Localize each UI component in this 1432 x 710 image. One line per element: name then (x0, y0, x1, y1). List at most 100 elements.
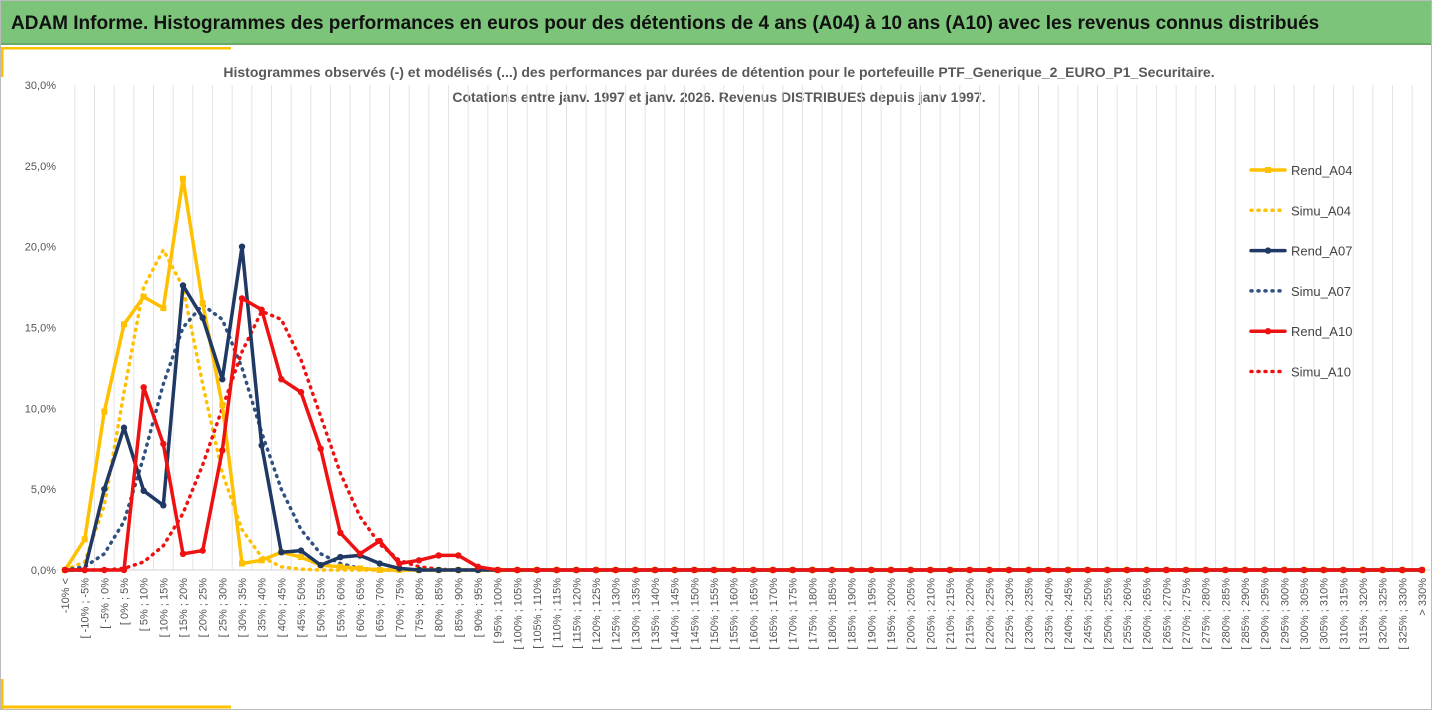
y-tick-label: 5,0% (31, 484, 56, 496)
x-tick-label: [ 160% ; 165% (748, 578, 760, 650)
data-point (140, 384, 147, 391)
data-point (160, 440, 167, 448)
x-tick-label: [ 35% ; 40% (257, 578, 269, 638)
data-point (357, 565, 363, 572)
data-point (396, 565, 403, 572)
data-point (1123, 566, 1131, 574)
x-tick-label: [ 150% ; 155% (709, 578, 721, 650)
x-tick-label: [ 165% ; 170% (768, 578, 780, 650)
data-point (199, 300, 206, 307)
x-tick-label: [ 15% ; 20% (178, 578, 190, 638)
x-tick-label: [ -10% ; -5% (80, 578, 92, 639)
data-point (1005, 566, 1013, 574)
data-point (258, 306, 265, 313)
data-point (868, 566, 875, 574)
x-tick-label: [ 45% ; 50% (296, 578, 308, 638)
x-tick-label: [ 290% ; 295% (1260, 578, 1272, 650)
data-point (337, 553, 344, 561)
x-tick-label: [ 65% ; 70% (375, 578, 387, 638)
x-tick-label: [ 10% ; 15% (158, 578, 170, 638)
data-point (494, 566, 501, 574)
data-point (1222, 566, 1229, 574)
chart-title: Histogrammes observés (-) et modélisés (… (223, 64, 1214, 80)
data-point (455, 552, 462, 559)
x-tick-label: [ 155% ; 160% (729, 578, 741, 650)
x-tick-label: [ 285% ; 290% (1240, 578, 1252, 650)
x-tick-label: [ 70% ; 75% (394, 578, 406, 638)
y-tick-label: 30,0% (25, 80, 56, 92)
x-tick-label: [ 270% ; 275% (1181, 578, 1193, 650)
x-tick-label: [ 175% ; 180% (807, 578, 819, 650)
data-point (179, 282, 187, 289)
data-point (1261, 566, 1268, 574)
data-point (573, 566, 580, 574)
data-point (356, 550, 364, 558)
data-point (986, 566, 993, 574)
x-tick-label: [ 115% ; 120% (571, 578, 583, 649)
chart: Histogrammes observés (-) et modélisés (… (1, 47, 1430, 709)
data-point (1379, 566, 1386, 574)
data-point (199, 547, 206, 554)
data-point (710, 566, 718, 574)
data-point (1281, 566, 1288, 574)
x-tick-label: [ 260% ; 265% (1142, 578, 1154, 650)
y-tick-label: 20,0% (25, 242, 56, 254)
data-point (160, 502, 167, 509)
data-point (592, 566, 600, 574)
data-point (101, 566, 108, 574)
x-tick-label: [ 180% ; 185% (827, 578, 839, 650)
legend-label: Rend_A07 (1291, 244, 1352, 259)
data-point (1084, 566, 1091, 574)
data-point (297, 547, 305, 554)
x-tick-label: [ 230% ; 235% (1024, 578, 1036, 650)
data-point (887, 566, 895, 574)
y-tick-label: 10,0% (25, 403, 56, 415)
legend-label: Rend_A04 (1291, 163, 1352, 178)
x-tick-label: [ 245% ; 250% (1083, 578, 1095, 650)
x-tick-label: [ 50% ; 55% (316, 578, 328, 638)
x-tick-label: [ 30% ; 35% (237, 578, 249, 638)
y-tick-label: 0,0% (31, 565, 56, 577)
data-point (415, 566, 423, 574)
x-tick-label: [ 95% ; 100% (493, 578, 505, 644)
x-tick-label: [ 40% ; 45% (276, 578, 288, 638)
data-point (81, 566, 88, 574)
x-tick-label: [ 0% ; 5% (119, 578, 131, 625)
data-point (553, 566, 560, 574)
data-point (160, 305, 167, 312)
legend-label: Simu_A04 (1291, 203, 1351, 218)
x-tick-label: [ 215% ; 220% (965, 578, 977, 650)
data-point (376, 567, 383, 573)
data-point (1064, 566, 1072, 574)
data-point (120, 424, 128, 431)
x-tick-label: [ 220% ; 225% (984, 578, 996, 650)
data-point (455, 566, 462, 574)
x-tick-label: [ 315% ; 320% (1358, 578, 1370, 650)
data-point (1359, 566, 1367, 574)
data-point (317, 561, 324, 569)
chart-subtitle: Cotations entre janv. 1997 et janv. 2026… (452, 89, 985, 105)
x-tick-label: [ 310% ; 315% (1338, 578, 1350, 650)
data-point (121, 321, 127, 328)
data-point (1320, 566, 1327, 574)
data-point (1045, 566, 1052, 574)
x-tick-label: [ 305% ; 310% (1319, 578, 1331, 650)
data-point (278, 376, 285, 383)
y-tick-label: 15,0% (25, 323, 56, 335)
x-tick-label: [ 295% ; 300% (1279, 578, 1291, 650)
data-point (179, 550, 187, 558)
x-tick-label: [ 110% ; 115% (552, 578, 564, 648)
data-point (1300, 566, 1308, 574)
x-tick-label: [ 125% ; 130% (611, 578, 623, 650)
data-point (435, 552, 442, 559)
x-tick-label: [ 5% ; 10% (139, 578, 151, 631)
data-point (789, 566, 796, 574)
data-point (180, 175, 186, 182)
data-point (1340, 566, 1347, 574)
x-tick-label: -10% < (60, 578, 72, 613)
x-tick-label: [ 210% ; 215% (945, 578, 957, 650)
x-tick-label: [ 250% ; 255% (1102, 578, 1114, 650)
data-point (415, 557, 423, 564)
data-point (376, 560, 383, 567)
